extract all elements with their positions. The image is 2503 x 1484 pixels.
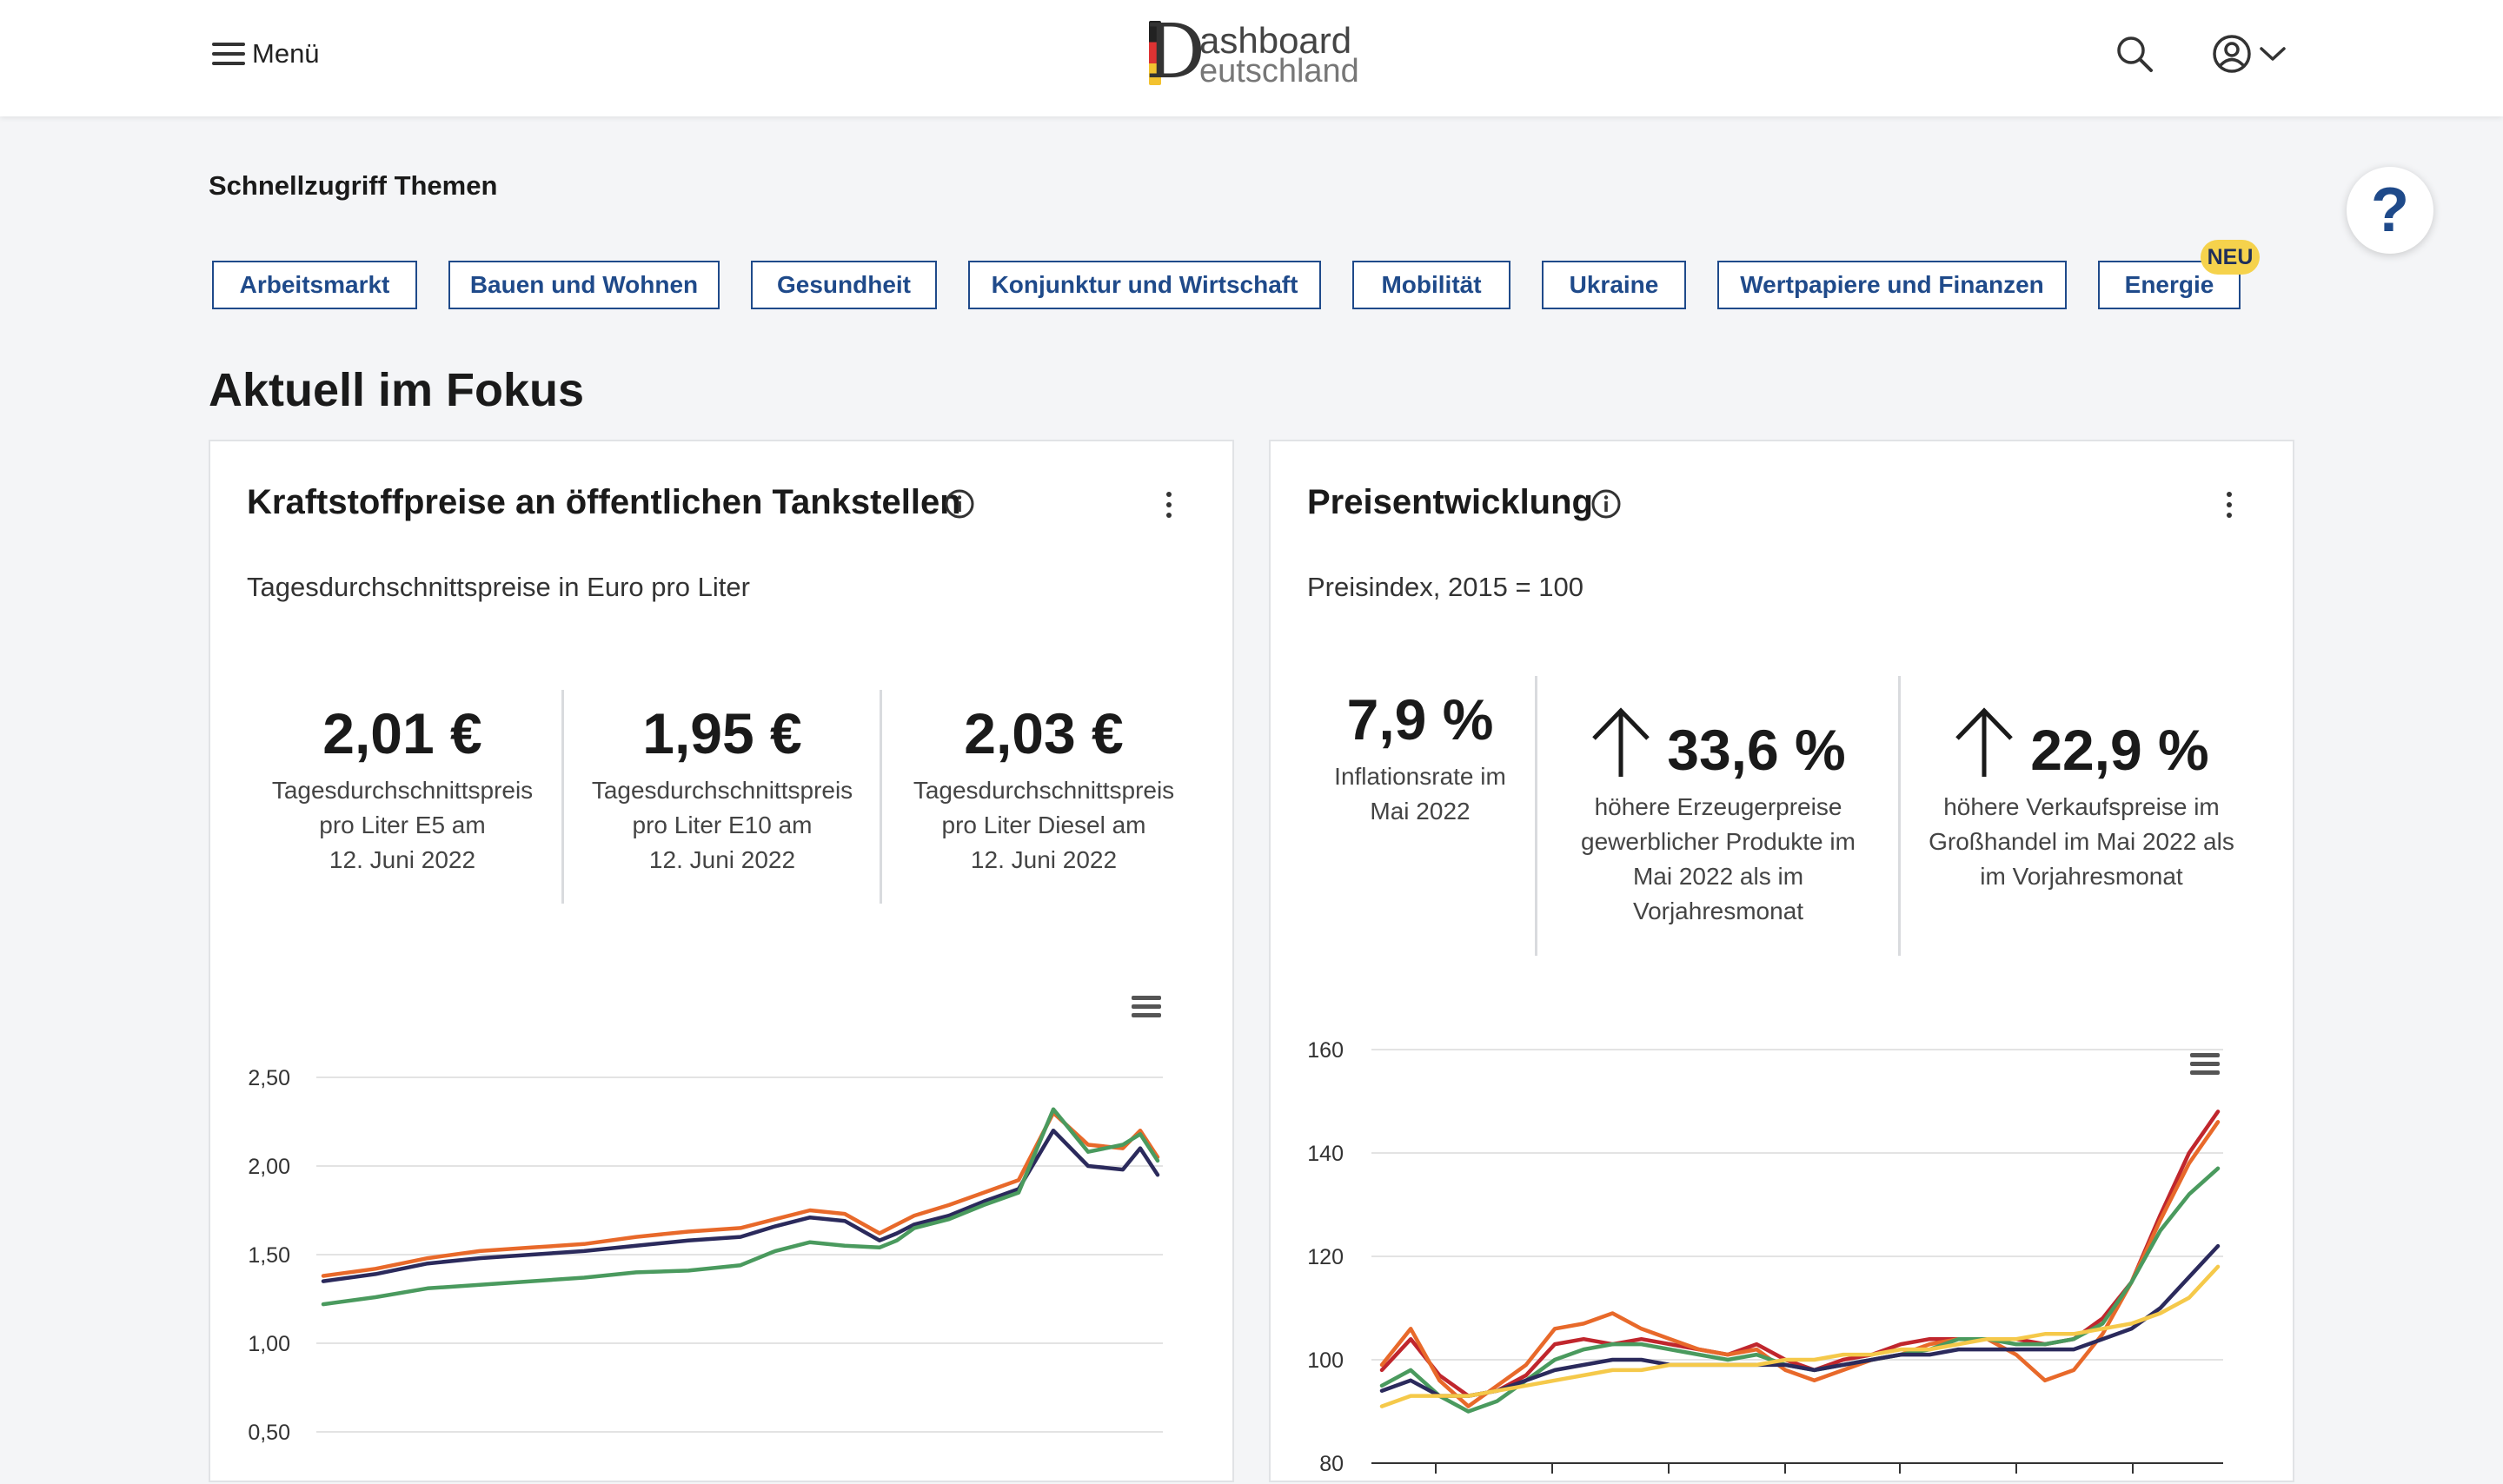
kpi-value: 22,9 % xyxy=(2030,718,2209,782)
kpi-divider xyxy=(880,690,882,904)
kpi-desc-line: gewerblicher Produkte im xyxy=(1581,828,1856,855)
y-tick-label: 2,50 xyxy=(248,1066,290,1090)
arrow-up-icon xyxy=(1592,707,1650,777)
series-line-5 xyxy=(1379,1264,2221,1408)
chevron-down-icon[interactable] xyxy=(2258,42,2287,66)
card-subtitle: Preisindex, 2015 = 100 xyxy=(1307,572,1583,602)
logo-line-1: ashboard xyxy=(1199,20,1352,61)
kpi-value: 33,6 % xyxy=(1667,718,1846,782)
kpi-description: Tagesdurchschnittspreis pro Liter E10 am… xyxy=(567,773,878,878)
search-icon[interactable] xyxy=(2115,35,2154,73)
kpi-desc-line: Mai 2022 xyxy=(1370,798,1471,825)
arrow-up-icon xyxy=(1955,707,2014,777)
info-icon[interactable] xyxy=(944,488,975,520)
menu-label: Menü xyxy=(252,38,320,69)
series-line-2 xyxy=(1379,1120,2221,1408)
topic-button-wertpapiere-und-finanzen[interactable]: Wertpapiere und Finanzen xyxy=(1717,261,2067,309)
new-badge: NEU xyxy=(2201,240,2260,275)
kpi-value: 2,01 € xyxy=(322,701,482,765)
section-title: Aktuell im Fokus xyxy=(209,364,585,416)
kpi-desc-line: höhere Verkaufspreise im xyxy=(1943,793,2220,820)
kpi-description: Tagesdurchschnittspreis pro Liter E5 am … xyxy=(247,773,558,878)
topic-button-mobilitaet[interactable]: Mobilität xyxy=(1352,261,1510,309)
price-index-line-chart: 160 140 120 100 80 xyxy=(1307,1038,2223,1476)
info-icon[interactable] xyxy=(1590,488,1622,520)
kpi-value-row: 22,9 % xyxy=(1903,706,2260,783)
card-title: Kraftstoffpreise an öffentlichen Tankste… xyxy=(247,483,961,521)
series-line-1 xyxy=(321,1110,1160,1278)
kpi-description: Tagesdurchschnittspreis pro Liter Diesel… xyxy=(885,773,1203,878)
series-line-1 xyxy=(1379,1110,2221,1398)
topic-button-ukraine[interactable]: Ukraine xyxy=(1542,261,1686,309)
kpi-description: Inflationsrate im Mai 2022 xyxy=(1305,759,1535,829)
kpi-inflation: 7,9 % Inflationsrate im Mai 2022 xyxy=(1305,686,1535,829)
chart-menu-icon[interactable] xyxy=(1132,996,1165,1022)
kpi-desc-line: 12. Juni 2022 xyxy=(970,846,1118,873)
logo-big-letter: D xyxy=(1145,9,1205,96)
kpi-divider xyxy=(1535,676,1537,956)
fuel-prices-card: Kraftstoffpreise an öffentlichen Tankste… xyxy=(209,440,1234,1482)
kpi-desc-line: 12. Juni 2022 xyxy=(329,846,476,873)
series-line-3 xyxy=(321,1107,1160,1307)
logo-line-2: eutschland xyxy=(1199,53,1359,89)
kpi-wholesale-prices: 22,9 % höhere Verkaufspreise im Großhand… xyxy=(1903,706,2260,894)
kpi-desc-line: Tagesdurchschnittspreis xyxy=(591,777,853,804)
kpi-description: höhere Erzeugerpreise gewerblicher Produ… xyxy=(1540,790,1896,929)
y-tick-label: 160 xyxy=(1307,1038,1344,1063)
topic-button-gesundheit[interactable]: Gesundheit xyxy=(751,261,937,309)
topic-button-arbeitsmarkt[interactable]: Arbeitsmarkt xyxy=(212,261,417,309)
hamburger-icon xyxy=(212,43,245,65)
y-tick-label: 100 xyxy=(1307,1348,1344,1373)
y-tick-label: 140 xyxy=(1307,1142,1344,1166)
kpi-desc-line: Tagesdurchschnittspreis xyxy=(913,777,1175,804)
kpi-desc-line: Vorjahresmonat xyxy=(1632,898,1804,924)
kpi-desc-line: 12. Juni 2022 xyxy=(648,846,796,873)
kpi-desc-line: Großhandel im Mai 2022 als xyxy=(1929,828,2234,855)
card-title: Preisentwicklung xyxy=(1307,483,1593,521)
kpi-desc-line: im Vorjahresmonat xyxy=(1980,863,2183,890)
kpi-value: 1,95 € xyxy=(642,701,802,765)
y-tick-label: 0,50 xyxy=(248,1421,290,1445)
kpi-desc-line: Inflationsrate im xyxy=(1334,763,1506,790)
y-tick-label: 1,50 xyxy=(248,1243,290,1268)
kpi-divider xyxy=(561,690,564,904)
y-tick-label: 120 xyxy=(1307,1245,1344,1269)
dashboard-deutschland-logo[interactable]: D ashboard eutschland xyxy=(1145,9,1363,96)
y-tick-label: 80 xyxy=(1319,1452,1344,1476)
user-account-icon[interactable] xyxy=(2211,33,2253,75)
kpi-value-row: 33,6 % xyxy=(1540,706,1896,783)
help-button[interactable]: ? xyxy=(2347,167,2433,254)
topic-button-konjunktur-und-wirtschaft[interactable]: Konjunktur und Wirtschaft xyxy=(968,261,1321,309)
top-navigation-bar: Menü D ashboard eutschland xyxy=(0,0,2503,116)
kpi-diesel: 2,03 € Tagesdurchschnittspreis pro Liter… xyxy=(885,700,1203,878)
card-subtitle: Tagesdurchschnittspreise in Euro pro Lit… xyxy=(247,572,750,602)
kpi-e10: 1,95 € Tagesdurchschnittspreis pro Liter… xyxy=(567,700,878,878)
y-tick-label: 1,00 xyxy=(248,1332,290,1356)
chart-menu-icon[interactable] xyxy=(2190,1053,2223,1079)
kpi-desc-line: pro Liter E10 am xyxy=(632,812,813,838)
price-development-card: Preisentwicklung Preisindex, 2015 = 100 … xyxy=(1269,440,2294,1482)
y-tick-label: 2,00 xyxy=(248,1155,290,1179)
kpi-e5: 2,01 € Tagesdurchschnittspreis pro Liter… xyxy=(247,700,558,878)
kpi-desc-line: höhere Erzeugerpreise xyxy=(1594,793,1842,820)
menu-button[interactable]: Menü xyxy=(212,35,320,73)
quick-access-title: Schnellzugriff Themen xyxy=(209,170,498,201)
series-line-4 xyxy=(1379,1243,2221,1398)
card-options-kebab-icon[interactable] xyxy=(2220,490,2237,521)
kpi-description: höhere Verkaufspreise im Großhandel im M… xyxy=(1903,790,2260,894)
kpi-desc-line: pro Liter Diesel am xyxy=(941,812,1146,838)
fuel-price-line-chart: 2,50 2,00 1,50 1,00 0,50 xyxy=(248,1066,1163,1445)
card-options-kebab-icon[interactable] xyxy=(1159,490,1177,521)
series-line-2 xyxy=(321,1128,1160,1283)
kpi-producer-prices: 33,6 % höhere Erzeugerpreise gewerbliche… xyxy=(1540,706,1896,929)
topic-button-bauen-und-wohnen[interactable]: Bauen und Wohnen xyxy=(448,261,720,309)
kpi-desc-line: pro Liter E5 am xyxy=(319,812,486,838)
kpi-desc-line: Mai 2022 als im xyxy=(1632,863,1804,890)
kpi-desc-line: Tagesdurchschnittspreis xyxy=(271,777,534,804)
kpi-value: 7,9 % xyxy=(1346,687,1494,752)
kpi-value: 2,03 € xyxy=(964,701,1124,765)
kpi-divider xyxy=(1898,676,1901,956)
logo-flag-stripe xyxy=(1149,21,1161,85)
